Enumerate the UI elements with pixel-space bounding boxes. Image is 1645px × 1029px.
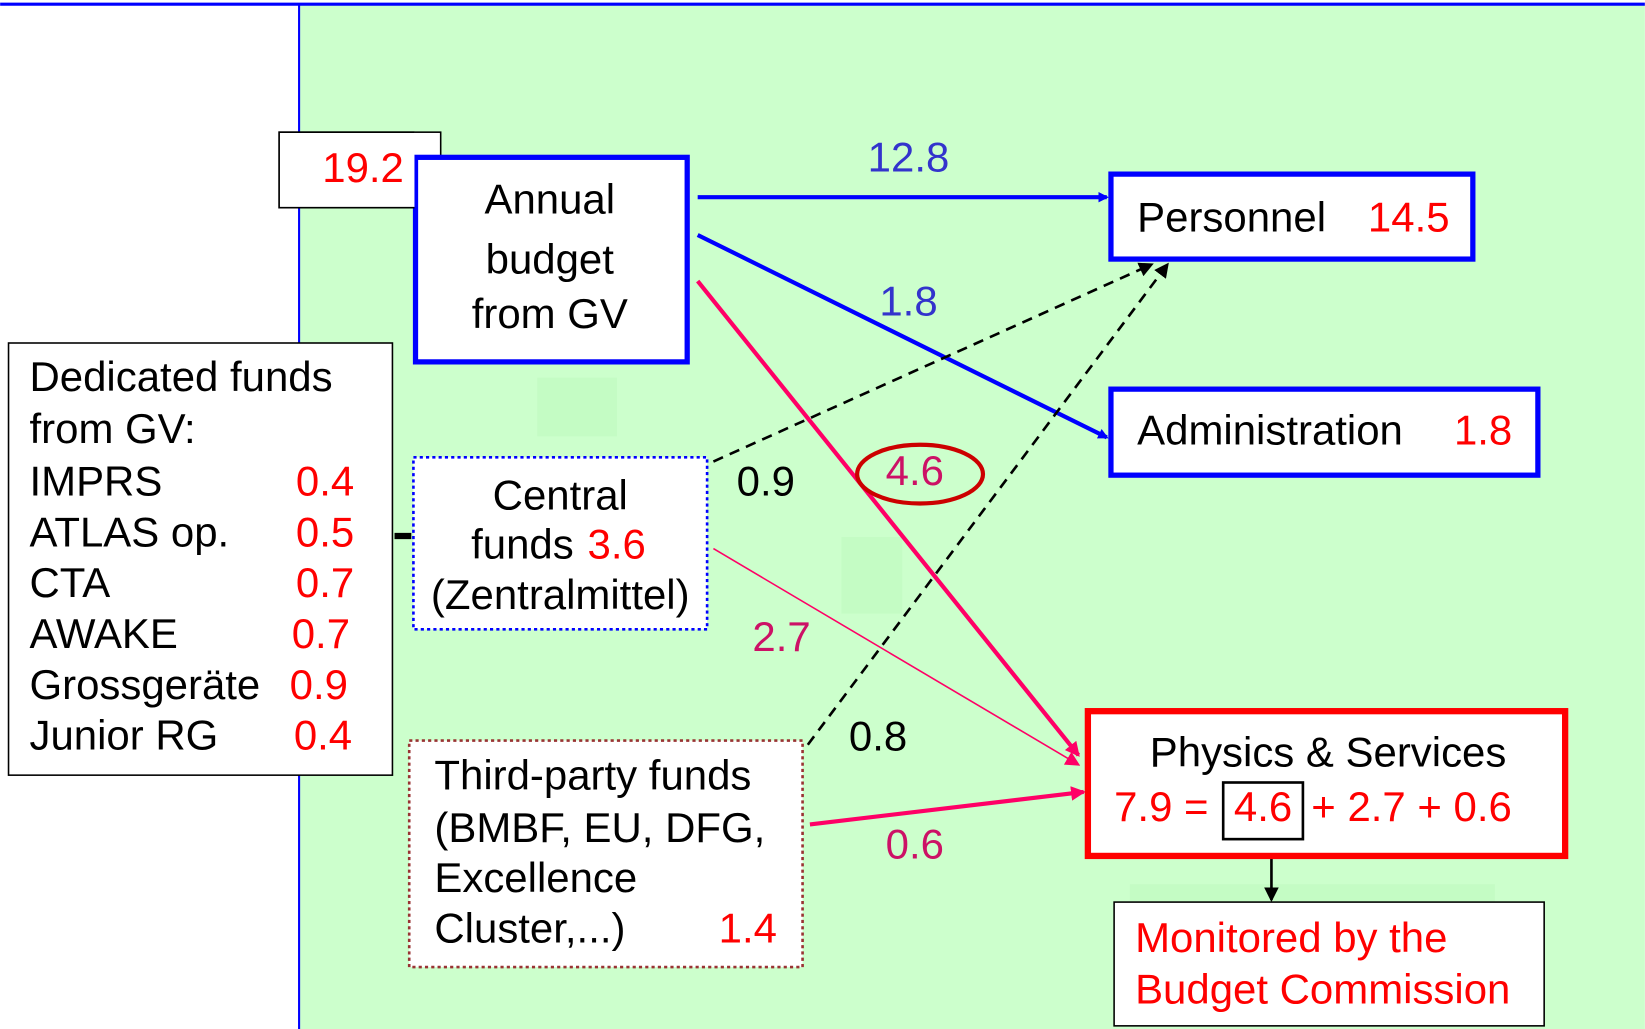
item-value: 0.4 <box>296 458 354 505</box>
flow-label: 4.6 <box>886 447 944 494</box>
equation: + 2.7 + 0.6 <box>1311 783 1512 830</box>
third-party-box <box>407 739 804 969</box>
highlight-box <box>1221 781 1305 841</box>
administration-box <box>1108 386 1541 478</box>
item-value: 0.5 <box>296 508 354 555</box>
equation: 7.9 = <box>1114 783 1208 830</box>
box-text: (Zentralmittel) <box>431 571 690 618</box>
item-name: ATLAS op. <box>30 508 230 555</box>
item-value: 0.9 <box>290 661 348 708</box>
box-value: 3.6 <box>588 521 646 568</box>
flow-label: 0.6 <box>886 821 944 868</box>
flow-label: 0.8 <box>849 713 907 760</box>
box-value: 1.4 <box>719 905 777 952</box>
item-value: 0.7 <box>296 559 354 606</box>
box-text: from GV: <box>30 405 196 452</box>
item-name: AWAKE <box>30 610 178 657</box>
box-text: Monitored by the <box>1135 914 1447 961</box>
monitored-box <box>1113 901 1545 1027</box>
item-value: 0.4 <box>294 712 352 759</box>
box-text: Personnel <box>1137 193 1326 240</box>
box-text: Central <box>493 471 628 518</box>
total-border <box>278 131 415 209</box>
flow-label: 1.8 <box>879 277 937 324</box>
arrow <box>696 279 1081 757</box>
flow-label: 0.9 <box>737 458 795 505</box>
box-text: Administration <box>1137 406 1403 453</box>
arrow <box>696 233 1109 440</box>
personnel-box <box>1108 171 1476 262</box>
arrow <box>809 786 1086 827</box>
flow-label: 12.8 <box>868 134 950 181</box>
box-text: Excellence <box>434 854 637 901</box>
box-text: (BMBF, EU, DFG, <box>434 804 765 851</box>
box-text: Cluster,...) <box>434 905 625 952</box>
arrow <box>712 262 1154 463</box>
box-text: Third-party funds <box>434 751 751 798</box>
box-text: Annual <box>484 176 615 223</box>
total-value: 19.2 <box>322 144 404 191</box>
box-text: funds <box>471 521 574 568</box>
dedicated-funds-box <box>7 342 394 776</box>
box-text: Dedicated funds <box>30 353 333 400</box>
item-value: 0.7 <box>292 610 350 657</box>
patch <box>841 537 903 614</box>
item-name: IMPRS <box>30 458 163 505</box>
item-name: CTA <box>30 559 111 606</box>
total-mask <box>279 132 415 208</box>
box-text: budget <box>486 235 615 282</box>
arrow <box>713 547 1081 766</box>
box-value: 1.8 <box>1454 406 1512 453</box>
arrow <box>806 262 1169 746</box>
box-text: Budget Commission <box>1135 965 1510 1012</box>
patch <box>537 377 617 437</box>
physics-box <box>1084 708 1569 860</box>
central-funds-box <box>412 456 709 631</box>
item-name: Grossgeräte <box>30 661 261 708</box>
item-name: Junior RG <box>30 712 219 759</box>
flow-label: 2.7 <box>752 613 810 660</box>
patch <box>1129 884 1495 903</box>
equation: 4.6 <box>1234 783 1292 830</box>
box-value: 14.5 <box>1368 193 1450 240</box>
highlight <box>855 442 986 506</box>
box-text: Physics & Services <box>1150 728 1507 775</box>
annual-budget-box <box>412 154 690 365</box>
box-text: from GV <box>472 290 628 337</box>
